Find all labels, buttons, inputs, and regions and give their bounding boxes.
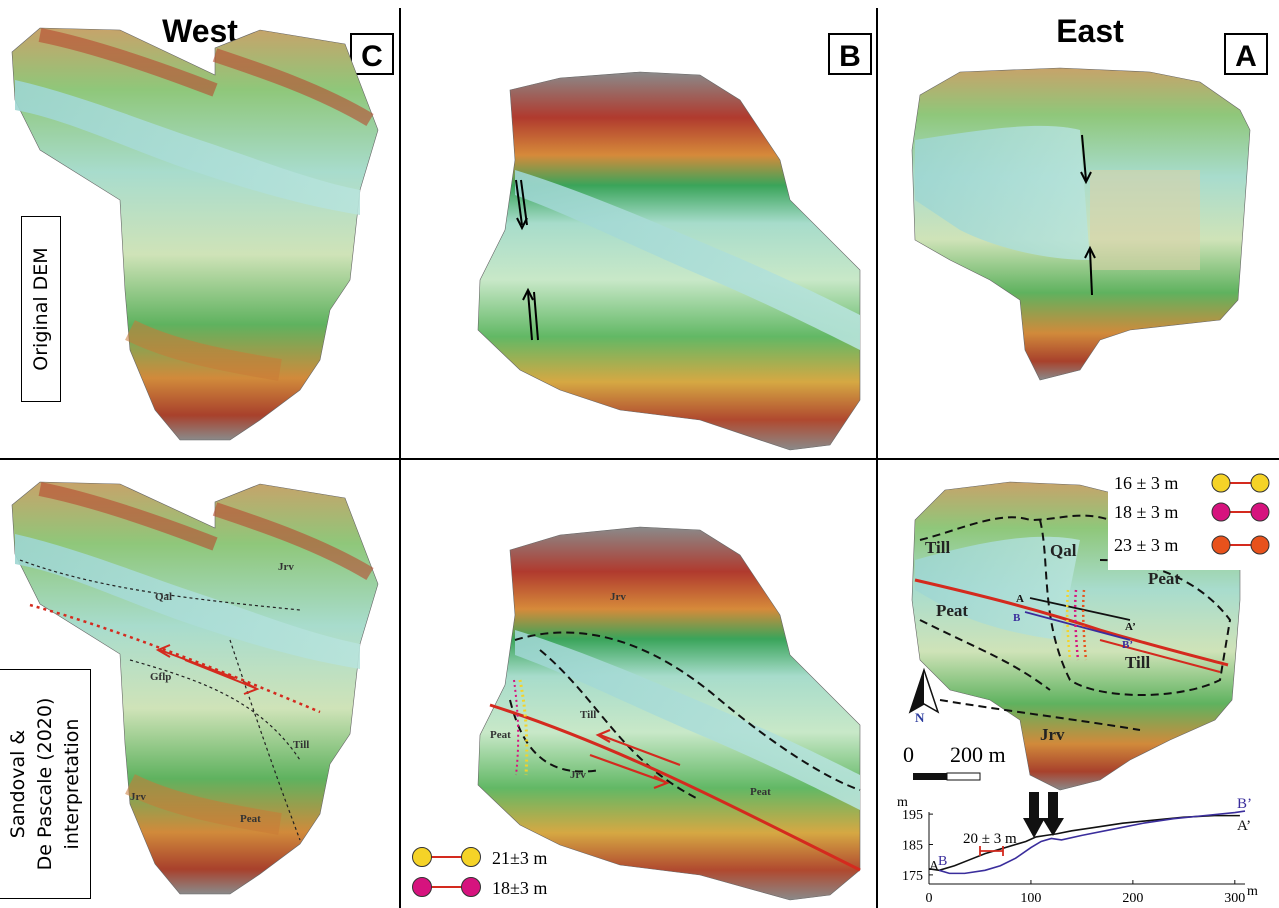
profile-line-a	[1029, 597, 1131, 621]
profile-series-b	[938, 810, 1246, 875]
offset-dot-magenta-a-left	[1211, 502, 1231, 522]
profile-label-a-prime-map: A’	[1125, 621, 1136, 633]
y-tick-label-175: 175	[902, 869, 923, 884]
unit-label-till-b: Till	[580, 709, 596, 721]
unit-label-peat-a1: Peat	[1148, 569, 1180, 588]
slip-arrows-c	[155, 644, 260, 695]
unit-label-till-a2: Till	[1125, 653, 1150, 672]
offset-label-21: 21±3 m	[492, 848, 547, 868]
svg-text:B: B	[839, 40, 861, 73]
unit-label-qal-c: Qal	[155, 591, 172, 603]
fault-trace-c	[29, 603, 321, 714]
offset-dot-yellow-b-right	[461, 847, 481, 867]
offset-dot-yellow-a-left	[1211, 473, 1231, 493]
offset-label-18-b: 18±3 m	[492, 878, 547, 898]
unit-label-peat-c: Peat	[240, 813, 261, 825]
dem-map-b-original	[477, 71, 861, 451]
unit-label-jrv-a: Jrv	[1040, 725, 1065, 744]
arrow-markers-b	[515, 179, 539, 341]
offset-marker-yellow-b	[518, 679, 529, 776]
offset-marker-orange-a	[1081, 589, 1088, 661]
svg-text:C: C	[361, 40, 383, 73]
unit-label-jrv-b: Jrv	[610, 591, 626, 603]
unit-label-till-c: Till	[293, 739, 309, 751]
unit-label-gflp-c: Gflp	[150, 671, 171, 683]
offset-dot-yellow-b-left	[412, 847, 432, 867]
offset-dot-orange-a-right	[1250, 535, 1270, 555]
offset-marker-yellow-a	[1065, 589, 1072, 661]
profile-annotation: 20 ± 3 m	[963, 831, 1017, 847]
fault-trace-b	[489, 703, 861, 872]
scale-bar: 0 200 m	[903, 742, 1006, 781]
profile-label-a-start: A	[929, 859, 940, 874]
profile-label-b-prime-end: B’	[1237, 796, 1252, 812]
offset-dot-magenta-a-right	[1250, 502, 1270, 522]
unit-label-jrv-b2: Jrv	[570, 769, 586, 781]
fault-location-arrows-icon	[1023, 792, 1064, 838]
panel-letter-c: C	[350, 33, 394, 75]
x-tick-label-300: 300	[1224, 891, 1245, 906]
y-tick-label-195: 195	[902, 808, 923, 823]
offset-marker-magenta-b	[513, 679, 520, 776]
unit-label-jrv-c2: Jrv	[130, 791, 146, 803]
unit-label-peat-b: Peat	[490, 729, 511, 741]
panel-letter-a: A	[1224, 33, 1268, 75]
arrow-markers-a	[1080, 134, 1096, 296]
profile-label-b-start: B	[938, 854, 947, 869]
x-tick-label-0: 0	[926, 891, 933, 906]
profile-x-unit: m	[1247, 884, 1258, 899]
scale-bar-zero: 0	[903, 742, 914, 767]
profile-line-b	[1024, 611, 1131, 641]
row-label-original-dem: Original DEM	[21, 216, 61, 402]
fault-trace-a	[914, 578, 1229, 667]
svg-text:A: A	[1235, 40, 1257, 73]
offset-marker-magenta-a	[1073, 589, 1080, 661]
offset-dot-orange-a-left	[1211, 535, 1231, 555]
offset-label-16: 16 ± 3 m	[1114, 473, 1178, 493]
dem-map-c-original	[11, 27, 379, 441]
profile-series-a	[928, 814, 1240, 872]
mapped-contact-a	[919, 514, 1232, 731]
profile-label-a-map: A	[1016, 593, 1024, 605]
scale-bar-length: 200 m	[950, 742, 1006, 767]
dem-map-a-original	[911, 67, 1251, 381]
north-label: N	[915, 710, 925, 725]
unit-label-jrv-c: Jrv	[278, 561, 294, 573]
offset-dot-magenta-b-right	[461, 877, 481, 897]
row-label-interpretation-line2: De Pascale (2020)	[33, 697, 56, 871]
north-arrow-icon: N	[908, 667, 940, 725]
offset-dot-yellow-a-right	[1250, 473, 1270, 493]
offset-label-23: 23 ± 3 m	[1114, 535, 1178, 555]
row-label-interpretation: Sandoval & De Pascale (2020) interpretat…	[0, 669, 91, 899]
unit-label-peat-b2: Peat	[750, 786, 771, 798]
unit-label-till-a1: Till	[925, 538, 950, 557]
y-tick-label-185: 185	[902, 839, 923, 854]
offset-dot-magenta-b-left	[412, 877, 432, 897]
header-east: East	[1056, 13, 1124, 49]
profile-label-b-map: B	[1013, 612, 1021, 624]
offset-scale-marker	[979, 846, 1004, 856]
slip-arrows-b	[589, 728, 681, 790]
x-tick-label-200: 200	[1122, 891, 1143, 906]
header-west: West	[162, 13, 238, 49]
unit-label-qal-a: Qal	[1050, 541, 1077, 560]
dem-map-b-interpretation: Jrv Till Peat Jrv Peat	[477, 526, 861, 901]
unit-label-peat-a2: Peat	[936, 601, 968, 620]
row-label-original-dem-text: Original DEM	[30, 247, 52, 371]
profile-y-unit: m	[897, 795, 908, 810]
profile-label-b-prime-map: B’	[1122, 639, 1133, 651]
offset-legend-b: 21±3 m 18±3 m	[412, 847, 547, 898]
row-label-interpretation-line3: interpretation	[60, 718, 83, 850]
profile-label-a-prime-end: A’	[1237, 818, 1251, 834]
offset-label-18-a: 18 ± 3 m	[1114, 502, 1178, 522]
x-tick-label-100: 100	[1020, 891, 1041, 906]
row-label-interpretation-line1: Sandoval &	[6, 729, 29, 839]
mapped-contact-c	[19, 559, 301, 841]
dem-map-c-interpretation: Qal Jrv Gflp Till Jrv Peat	[11, 481, 379, 895]
offset-legend-a: 16 ± 3 m 18 ± 3 m 23 ± 3 m	[1108, 462, 1276, 570]
panel-letter-b: B	[828, 33, 872, 75]
